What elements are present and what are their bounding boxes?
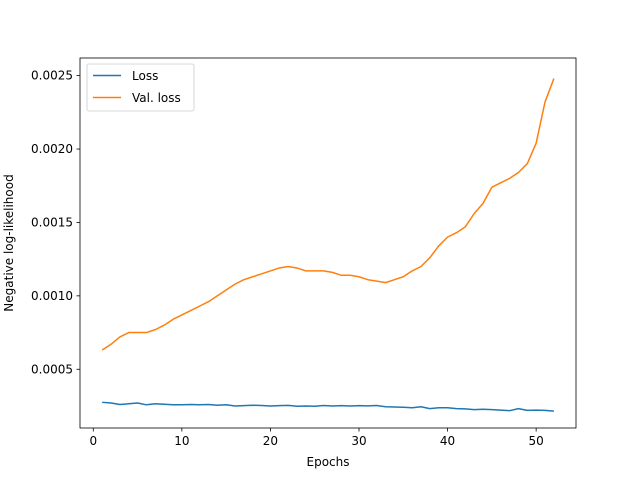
x-tick-label: 40 [440, 434, 455, 448]
y-tick-label: 0.0020 [31, 142, 73, 156]
legend-label-val-loss: Val. loss [132, 91, 181, 105]
series-layer [101, 78, 555, 412]
x-tick-label: 50 [529, 434, 544, 448]
legend-label-loss: Loss [132, 69, 158, 83]
x-tick-label: 30 [351, 434, 366, 448]
x-tick-label: 10 [174, 434, 189, 448]
y-tick-label: 0.0010 [31, 289, 73, 303]
plot-frame [79, 57, 577, 429]
plot-area [80, 58, 576, 428]
legend: Loss Val. loss [86, 63, 195, 112]
x-tick-label: 20 [263, 434, 278, 448]
y-tick-label: 0.0025 [31, 69, 73, 83]
x-axis-ticks: 0 10 20 30 40 50 [89, 428, 544, 448]
series-line-loss [102, 401, 554, 412]
y-tick-label: 0.0015 [31, 215, 73, 229]
y-tick-label: 0.0005 [31, 362, 73, 376]
x-axis-label: Epochs [307, 455, 350, 469]
series-line-val-loss [101, 78, 555, 351]
x-tick-label: 0 [89, 434, 97, 448]
y-axis-ticks: 0.0005 0.0010 0.0015 0.0020 0.0025 [31, 69, 80, 376]
y-axis-label: Negative log-likelihood [2, 174, 16, 311]
